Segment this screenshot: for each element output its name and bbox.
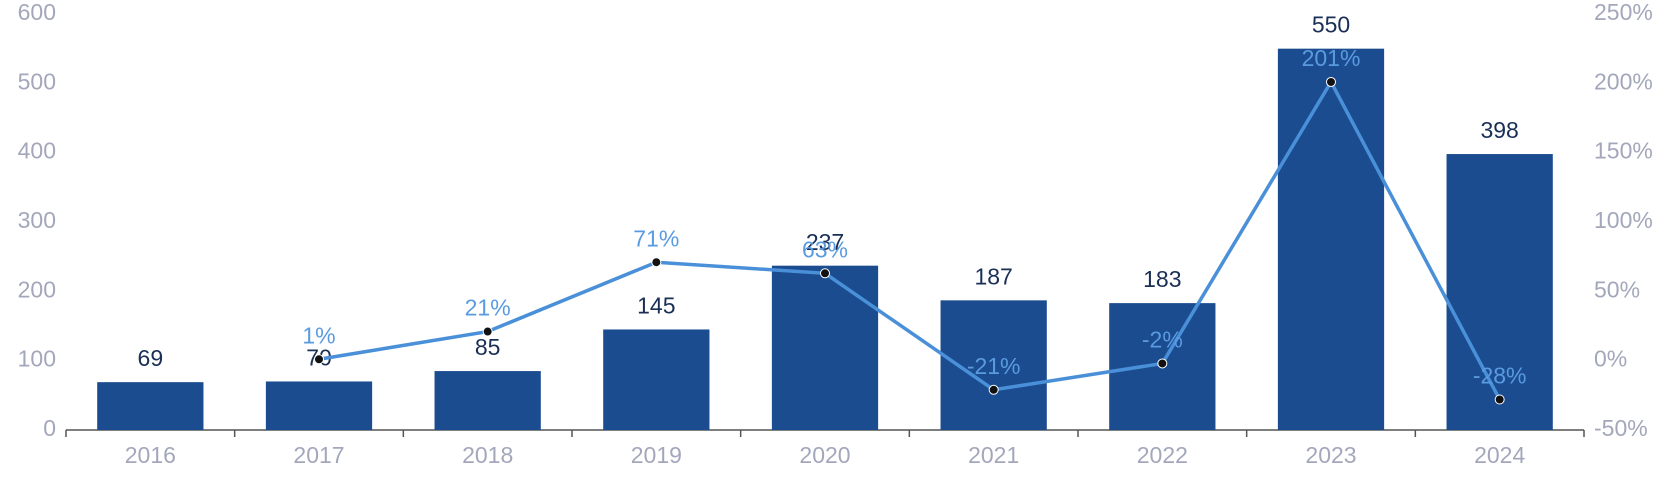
line-value-label: -28% [1473, 363, 1527, 389]
line-point [314, 354, 324, 365]
y-tick-label: 600 [18, 0, 56, 25]
bar-value-label: 183 [1143, 266, 1181, 292]
x-tick-label: 2023 [1305, 442, 1356, 468]
bar [97, 382, 204, 430]
line-value-label: 63% [802, 236, 848, 262]
y-tick-label: 300 [18, 207, 56, 233]
y-tick-label: 200 [18, 276, 56, 302]
bar [1446, 154, 1553, 430]
bar [265, 381, 373, 430]
bar-value-label: 69 [138, 345, 164, 371]
line-point [1494, 394, 1505, 405]
y2-tick-label: 200% [1594, 68, 1653, 94]
y-tick-label: 100 [18, 346, 56, 372]
line-point [482, 326, 493, 337]
bar-value-label: 85 [475, 334, 501, 360]
bar-value-label: 550 [1312, 12, 1350, 38]
line-point [1326, 76, 1336, 87]
line-value-label: -2% [1142, 327, 1183, 353]
y-tick-label: 0 [43, 415, 56, 441]
x-tick-label: 2017 [293, 442, 344, 468]
y-tick-label: 500 [18, 68, 56, 94]
bar-value-label: 145 [637, 293, 675, 319]
x-tick-label: 2021 [968, 442, 1019, 468]
x-tick-label: 2022 [1137, 442, 1188, 468]
y2-tick-label: 50% [1594, 276, 1640, 302]
line-value-label: 21% [465, 295, 511, 321]
line [318, 78, 1502, 401]
line-value-label: 71% [633, 225, 679, 251]
x-tick-label: 2020 [799, 442, 850, 468]
y2-tick-label: 100% [1594, 207, 1653, 233]
line-value-label: -21% [967, 353, 1021, 379]
bar [1277, 48, 1385, 431]
y2-tick-label: 250% [1594, 0, 1653, 25]
line-point [820, 268, 830, 279]
y2-tick-label: 150% [1594, 138, 1653, 164]
line-point [988, 384, 999, 395]
x-tick-label: 2016 [125, 442, 176, 468]
line-value-label: 201% [1302, 45, 1361, 71]
y-tick-label: 400 [18, 138, 56, 164]
bar-value-label: 398 [1480, 117, 1518, 143]
x-tick-label: 2018 [462, 442, 513, 468]
line-point [1157, 358, 1168, 369]
y2-tick-label: 0% [1594, 346, 1627, 372]
bar [771, 265, 879, 430]
bar-value-label: 187 [974, 263, 1012, 289]
line-value-label: 1% [302, 322, 335, 348]
bar [434, 371, 541, 430]
x-tick-label: 2019 [631, 442, 682, 468]
x-tick-label: 2024 [1474, 442, 1525, 468]
line-point [651, 257, 662, 268]
bar-value-label: 237 [806, 229, 844, 255]
y2-tick-label: -50% [1594, 415, 1648, 441]
bar [603, 329, 710, 430]
